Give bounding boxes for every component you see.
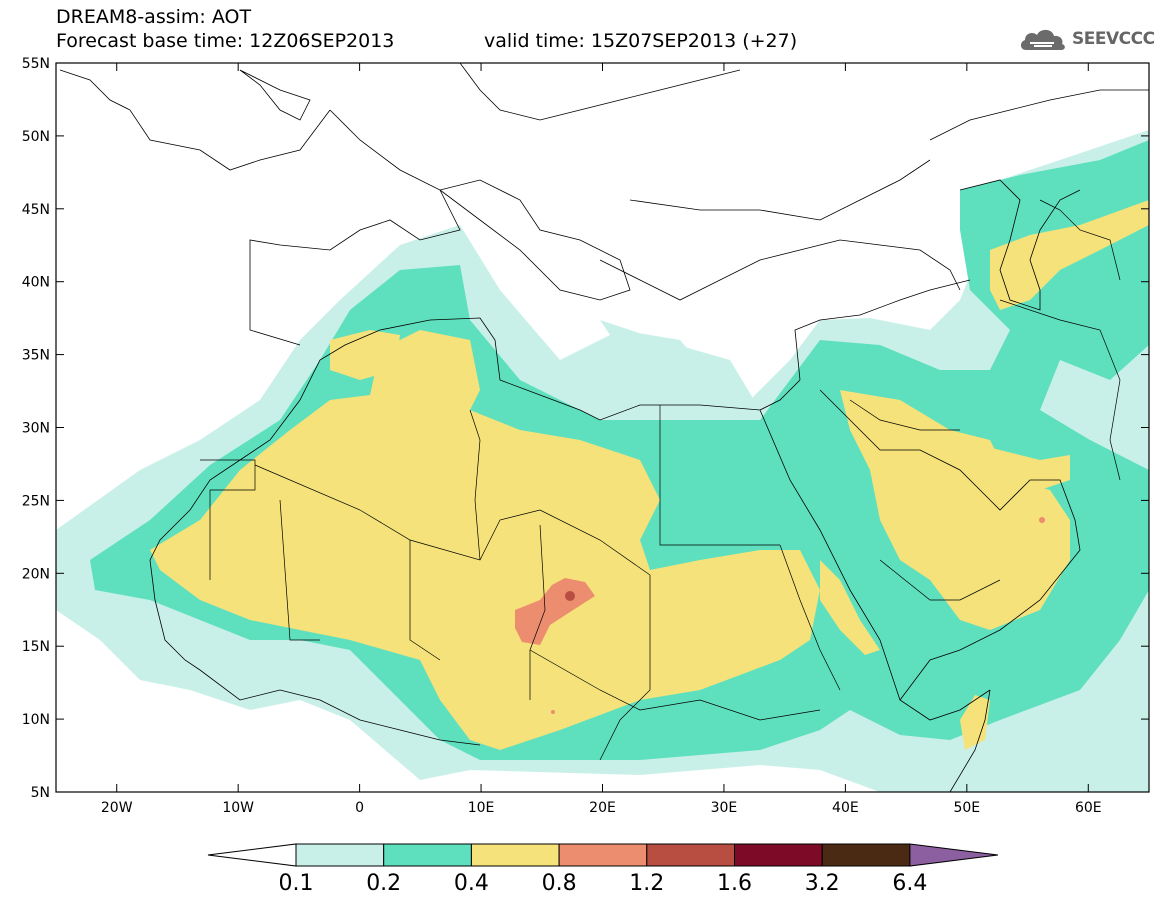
colorbar-tick-label: 6.4 <box>892 871 927 896</box>
colorbar-tick-label: 1.2 <box>629 871 664 896</box>
aot-band-0.8-spot <box>1039 517 1045 523</box>
colorbar-tick-label: 0.2 <box>366 871 401 896</box>
base-time: Forecast base time: 12Z06SEP2013 <box>56 30 395 52</box>
valid-time: valid time: 15Z07SEP2013 (+27) <box>484 30 798 52</box>
colorbar-tick-label: 0.1 <box>279 871 314 896</box>
colorbar-tick-label: 0.4 <box>454 871 489 896</box>
colorbar-box <box>734 843 823 867</box>
colorbar-box <box>383 843 472 867</box>
lat-label: 25N <box>22 493 50 509</box>
aot-band-0.4-somalia <box>960 695 990 750</box>
lon-label: 0 <box>355 800 364 816</box>
lat-label: 5N <box>31 785 50 801</box>
lat-label: 35N <box>22 348 50 364</box>
colorbar-box <box>470 843 560 867</box>
coastlines <box>59 63 1149 792</box>
colorbar-under-arrow <box>207 843 297 867</box>
aot-band-0.4-eritrea <box>820 560 880 655</box>
lat-label: 55N <box>22 56 50 72</box>
colorbar-tick-label: 1.6 <box>717 871 752 896</box>
colorbar-box <box>646 843 735 867</box>
lat-label: 30N <box>22 421 50 437</box>
lon-label: 10E <box>468 800 495 816</box>
colorbar-box <box>558 843 648 867</box>
forecast-times: Forecast base time: 12Z06SEP2013 valid ti… <box>56 30 797 52</box>
lon-label: 60E <box>1075 800 1102 816</box>
lon-label: 30E <box>711 800 738 816</box>
colorbar: 0.1 0.2 0.4 0.8 1.2 1.6 3.2 6.4 <box>207 843 998 896</box>
logo-text: SEEVCCC <box>1072 29 1155 49</box>
latitude-axis: 55N 50N 45N 40N 35N 30N 25N 20N 15N 10N 5N <box>22 56 1149 801</box>
map-title: DREAM8-assim: AOT <box>56 6 252 28</box>
aot-field <box>56 130 1149 792</box>
aot-band-1.2 <box>565 591 575 601</box>
aot-band-0.1-aegean <box>600 320 760 410</box>
lon-label: 20W <box>101 800 133 816</box>
country-borders <box>200 199 1121 761</box>
lat-label: 45N <box>22 202 50 218</box>
aot-band-0.4-caspian <box>990 200 1149 310</box>
colorbar-tick-label: 3.2 <box>805 871 840 896</box>
colorbar-tick-label: 0.8 <box>542 871 577 896</box>
lat-label: 15N <box>22 639 50 655</box>
lat-label: 40N <box>22 275 50 291</box>
lat-label: 50N <box>22 129 50 145</box>
colorbar-box <box>821 843 911 867</box>
lon-label: 10W <box>222 800 254 816</box>
colorbar-over-arrow <box>909 843 998 867</box>
lon-label: 20E <box>589 800 616 816</box>
lon-label: 40E <box>832 800 859 816</box>
seevccc-logo: SEEVCCC <box>1018 26 1155 52</box>
aot-band-0.8-spot <box>551 710 555 714</box>
aot-band-0.4-sahara <box>150 330 820 750</box>
aot-band-0.8 <box>515 578 595 645</box>
lat-label: 10N <box>22 712 50 728</box>
lon-label: 50E <box>953 800 980 816</box>
colorbar-box <box>295 843 385 867</box>
aot-band-0.4-gulf <box>960 440 1070 490</box>
cloud-icon <box>1020 29 1065 50</box>
longitude-axis: 20W 10W 0 10E 20E 30E 40E 50E 60E <box>101 63 1102 816</box>
aot-band-0.4-morocco <box>330 330 400 380</box>
lat-label: 20N <box>22 566 50 582</box>
